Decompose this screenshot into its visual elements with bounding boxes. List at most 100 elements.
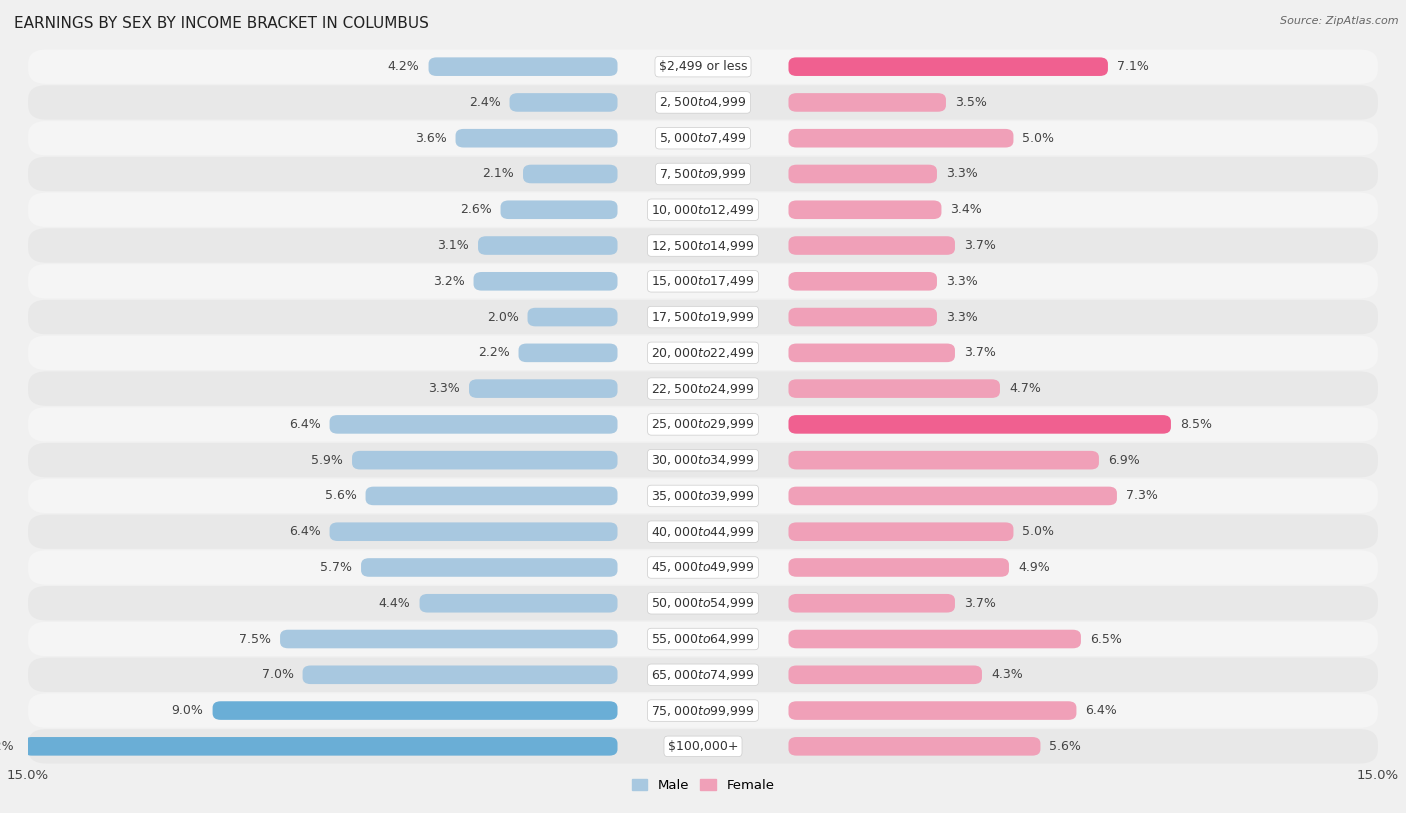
Text: 3.2%: 3.2%: [433, 275, 464, 288]
Text: 3.7%: 3.7%: [965, 239, 995, 252]
FancyBboxPatch shape: [24, 737, 617, 755]
Text: 3.3%: 3.3%: [946, 311, 977, 324]
Text: 2.0%: 2.0%: [486, 311, 519, 324]
Text: 3.7%: 3.7%: [965, 346, 995, 359]
Text: 4.9%: 4.9%: [1018, 561, 1050, 574]
FancyBboxPatch shape: [28, 121, 1378, 155]
Text: 6.4%: 6.4%: [1085, 704, 1118, 717]
Text: 13.2%: 13.2%: [0, 740, 14, 753]
Text: $65,000 to $74,999: $65,000 to $74,999: [651, 667, 755, 682]
Text: 3.4%: 3.4%: [950, 203, 983, 216]
FancyBboxPatch shape: [789, 58, 1108, 76]
Text: 2.6%: 2.6%: [460, 203, 492, 216]
FancyBboxPatch shape: [28, 264, 1378, 298]
Text: 7.5%: 7.5%: [239, 633, 271, 646]
FancyBboxPatch shape: [456, 129, 617, 147]
Text: $2,500 to $4,999: $2,500 to $4,999: [659, 95, 747, 110]
FancyBboxPatch shape: [28, 85, 1378, 120]
FancyBboxPatch shape: [28, 443, 1378, 477]
Text: $17,500 to $19,999: $17,500 to $19,999: [651, 310, 755, 324]
Text: 5.7%: 5.7%: [321, 561, 352, 574]
Text: 4.2%: 4.2%: [388, 60, 419, 73]
FancyBboxPatch shape: [789, 237, 955, 254]
Text: 5.6%: 5.6%: [325, 489, 357, 502]
Text: $22,500 to $24,999: $22,500 to $24,999: [651, 381, 755, 396]
Text: $50,000 to $54,999: $50,000 to $54,999: [651, 596, 755, 611]
Text: 2.4%: 2.4%: [468, 96, 501, 109]
FancyBboxPatch shape: [28, 658, 1378, 692]
FancyBboxPatch shape: [28, 729, 1378, 763]
FancyBboxPatch shape: [302, 666, 617, 684]
FancyBboxPatch shape: [329, 523, 617, 541]
FancyBboxPatch shape: [523, 165, 617, 183]
Text: $15,000 to $17,499: $15,000 to $17,499: [651, 274, 755, 289]
FancyBboxPatch shape: [28, 693, 1378, 728]
FancyBboxPatch shape: [789, 272, 936, 290]
FancyBboxPatch shape: [28, 193, 1378, 227]
FancyBboxPatch shape: [789, 308, 936, 326]
Text: 2.1%: 2.1%: [482, 167, 515, 180]
FancyBboxPatch shape: [789, 630, 1081, 648]
Text: 6.4%: 6.4%: [288, 525, 321, 538]
Text: 3.3%: 3.3%: [429, 382, 460, 395]
Text: 3.5%: 3.5%: [955, 96, 987, 109]
Text: 6.9%: 6.9%: [1108, 454, 1140, 467]
Text: 6.4%: 6.4%: [288, 418, 321, 431]
FancyBboxPatch shape: [28, 479, 1378, 513]
Text: 8.5%: 8.5%: [1180, 418, 1212, 431]
Text: 5.0%: 5.0%: [1022, 525, 1054, 538]
Text: EARNINGS BY SEX BY INCOME BRACKET IN COLUMBUS: EARNINGS BY SEX BY INCOME BRACKET IN COL…: [14, 16, 429, 31]
FancyBboxPatch shape: [28, 300, 1378, 334]
FancyBboxPatch shape: [789, 380, 1000, 398]
FancyBboxPatch shape: [361, 559, 617, 576]
FancyBboxPatch shape: [789, 129, 1014, 147]
FancyBboxPatch shape: [501, 201, 617, 219]
Legend: Male, Female: Male, Female: [626, 773, 780, 797]
Text: $35,000 to $39,999: $35,000 to $39,999: [651, 489, 755, 503]
FancyBboxPatch shape: [519, 344, 617, 362]
Text: $25,000 to $29,999: $25,000 to $29,999: [651, 417, 755, 432]
FancyBboxPatch shape: [28, 515, 1378, 549]
Text: $20,000 to $22,499: $20,000 to $22,499: [651, 346, 755, 360]
Text: 7.0%: 7.0%: [262, 668, 294, 681]
Text: 3.3%: 3.3%: [946, 167, 977, 180]
Text: 4.3%: 4.3%: [991, 668, 1022, 681]
FancyBboxPatch shape: [28, 407, 1378, 441]
Text: $10,000 to $12,499: $10,000 to $12,499: [651, 202, 755, 217]
Text: 3.6%: 3.6%: [415, 132, 447, 145]
FancyBboxPatch shape: [509, 93, 617, 111]
FancyBboxPatch shape: [419, 594, 617, 612]
FancyBboxPatch shape: [478, 237, 617, 254]
Text: 3.3%: 3.3%: [946, 275, 977, 288]
Text: 9.0%: 9.0%: [172, 704, 204, 717]
FancyBboxPatch shape: [789, 737, 1040, 755]
Text: 6.5%: 6.5%: [1090, 633, 1122, 646]
Text: $5,000 to $7,499: $5,000 to $7,499: [659, 131, 747, 146]
Text: 4.7%: 4.7%: [1010, 382, 1040, 395]
Text: $100,000+: $100,000+: [668, 740, 738, 753]
Text: $30,000 to $34,999: $30,000 to $34,999: [651, 453, 755, 467]
FancyBboxPatch shape: [28, 228, 1378, 263]
Text: 5.9%: 5.9%: [311, 454, 343, 467]
FancyBboxPatch shape: [789, 451, 1099, 469]
Text: $45,000 to $49,999: $45,000 to $49,999: [651, 560, 755, 575]
Text: 4.4%: 4.4%: [378, 597, 411, 610]
Text: 3.1%: 3.1%: [437, 239, 470, 252]
FancyBboxPatch shape: [527, 308, 617, 326]
FancyBboxPatch shape: [352, 451, 617, 469]
Text: $12,500 to $14,999: $12,500 to $14,999: [651, 238, 755, 253]
Text: $40,000 to $44,999: $40,000 to $44,999: [651, 524, 755, 539]
FancyBboxPatch shape: [212, 702, 617, 720]
FancyBboxPatch shape: [280, 630, 617, 648]
FancyBboxPatch shape: [28, 50, 1378, 84]
FancyBboxPatch shape: [789, 201, 942, 219]
Text: 3.7%: 3.7%: [965, 597, 995, 610]
Text: Source: ZipAtlas.com: Source: ZipAtlas.com: [1281, 16, 1399, 26]
Text: 5.6%: 5.6%: [1049, 740, 1081, 753]
Text: $7,500 to $9,999: $7,500 to $9,999: [659, 167, 747, 181]
FancyBboxPatch shape: [470, 380, 617, 398]
FancyBboxPatch shape: [789, 666, 981, 684]
FancyBboxPatch shape: [28, 586, 1378, 620]
FancyBboxPatch shape: [789, 344, 955, 362]
FancyBboxPatch shape: [789, 559, 1010, 576]
